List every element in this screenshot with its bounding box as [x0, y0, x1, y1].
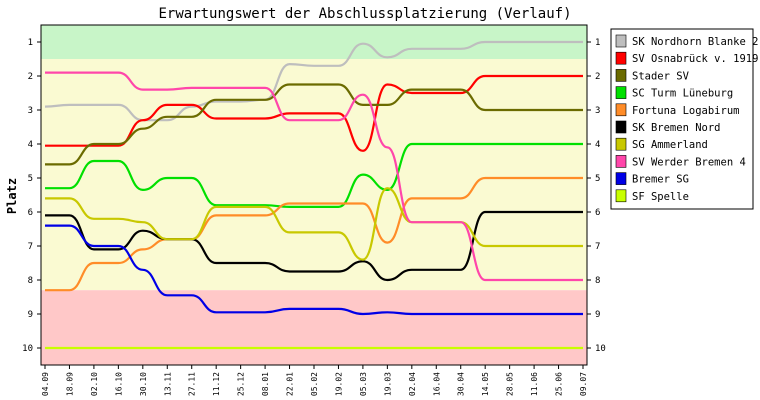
legend-box — [610, 28, 754, 210]
series-lines — [44, 40, 583, 350]
legend-swatch — [615, 51, 627, 65]
legend-label: SG Ammerland — [632, 139, 708, 151]
y-axis-label: Platz — [5, 178, 19, 214]
legend-label: SF Spelle — [632, 191, 689, 203]
x-tick-label: 16.04 — [432, 372, 441, 396]
x-tick-label: 28.05 — [506, 372, 515, 396]
x-tick-label: 13.11 — [163, 372, 172, 396]
x-tick-label: 05.03 — [359, 372, 368, 396]
legend-swatch — [615, 120, 627, 134]
y-tick-label-left: 7 — [28, 242, 33, 252]
y-tick-label-right: 9 — [595, 310, 600, 320]
legend-swatch — [615, 189, 627, 203]
y-tick-label-right: 8 — [595, 276, 600, 286]
series-line-6 — [44, 210, 583, 282]
legend-label: SK Nordhorn Blanke 2 — [632, 36, 758, 48]
zone-band-2 — [41, 59, 587, 291]
series-line-7 — [45, 187, 583, 261]
x-tick-label: 30.04 — [457, 372, 466, 396]
legend-label: SV Osnabrück v. 1919 — [632, 53, 758, 65]
x-tick-label: 22.01 — [286, 372, 295, 396]
legend-label: SK Bremen Nord — [632, 122, 721, 134]
y-tick-label-right: 5 — [595, 174, 600, 184]
y-tick-label-right: 1 — [595, 38, 600, 48]
legend-label: Bremer SG — [632, 174, 689, 186]
x-tick-label: 11.12 — [212, 372, 221, 396]
y-tick-label-right: 2 — [595, 72, 600, 82]
series-line-3 — [44, 83, 583, 166]
y-tick-label-left: 10 — [22, 344, 33, 354]
legend: SK Nordhorn Blanke 2 SV Osnabrück v. 1919… — [610, 28, 758, 210]
y-tick-label-right: 10 — [595, 344, 606, 354]
y-tick-label-left: 3 — [28, 106, 33, 116]
x-tick-label: 18.09 — [65, 372, 74, 396]
y-tick-label-left: 6 — [28, 208, 33, 218]
placement-zone-bands — [41, 25, 587, 365]
series-line-5 — [44, 176, 583, 292]
legend-swatch — [615, 155, 627, 168]
legend-label: Fortuna Logabirum — [632, 105, 739, 117]
x-tick-label: 11.06 — [530, 372, 539, 396]
y-tick-label-left: 1 — [28, 38, 33, 48]
legend-swatch — [615, 34, 627, 48]
legend-swatch — [615, 137, 627, 151]
y-tick-label-left: 8 — [28, 276, 33, 286]
y-tick-label-right: 3 — [595, 106, 600, 116]
y-tick-label-right: 6 — [595, 208, 600, 218]
legend-swatch — [615, 103, 627, 117]
legend-swatch — [615, 172, 627, 185]
x-tick-label: 16.10 — [114, 372, 123, 396]
x-tick-label: 30.10 — [139, 372, 148, 396]
x-tick-label: 02.10 — [90, 372, 99, 396]
legend-label: Stader SV — [632, 70, 690, 82]
y-tick-label-left: 5 — [28, 174, 33, 184]
zone-band-3 — [41, 290, 587, 365]
series-line-2 — [45, 74, 583, 152]
y-tick-label-left: 9 — [28, 310, 33, 320]
x-tick-label: 27.11 — [188, 372, 197, 396]
legend-label: SC Turm Lüneburg — [632, 88, 733, 100]
series-line-8 — [45, 71, 583, 282]
series-line-1 — [44, 40, 583, 122]
x-tick-label: 25.12 — [237, 372, 246, 396]
legend-swatch — [615, 69, 627, 82]
legend-swatch — [615, 86, 627, 99]
x-tick-label: 02.04 — [408, 372, 417, 396]
chart-title: Erwartungswert der Abschlussplatzierung … — [158, 6, 571, 22]
x-tick-label: 04.09 — [41, 372, 50, 396]
series-line-4 — [45, 142, 583, 209]
series-line-9 — [45, 224, 583, 316]
x-tick-label: 19.03 — [383, 372, 392, 396]
x-tick-label: 25.06 — [555, 372, 564, 396]
x-tick-label: 08.01 — [261, 372, 270, 396]
y-tick-label-left: 4 — [28, 140, 33, 150]
x-tick-label: 14.05 — [481, 372, 490, 396]
y-tick-label-left: 2 — [28, 72, 33, 82]
y-tick-label-right: 7 — [595, 242, 600, 252]
axes: 1 1 2 2 3 3 4 4 5 5 6 6 7 7 8 8 9 9 10 10 04.09 18.09 02.10 16.… — [22, 24, 606, 396]
y-tick-label-right: 4 — [595, 140, 600, 150]
x-tick-label: 09.07 — [579, 372, 588, 396]
x-tick-label: 05.02 — [310, 372, 319, 396]
legend-label: SV Werder Bremen 4 — [632, 156, 746, 168]
x-tick-label: 19.02 — [334, 372, 343, 396]
